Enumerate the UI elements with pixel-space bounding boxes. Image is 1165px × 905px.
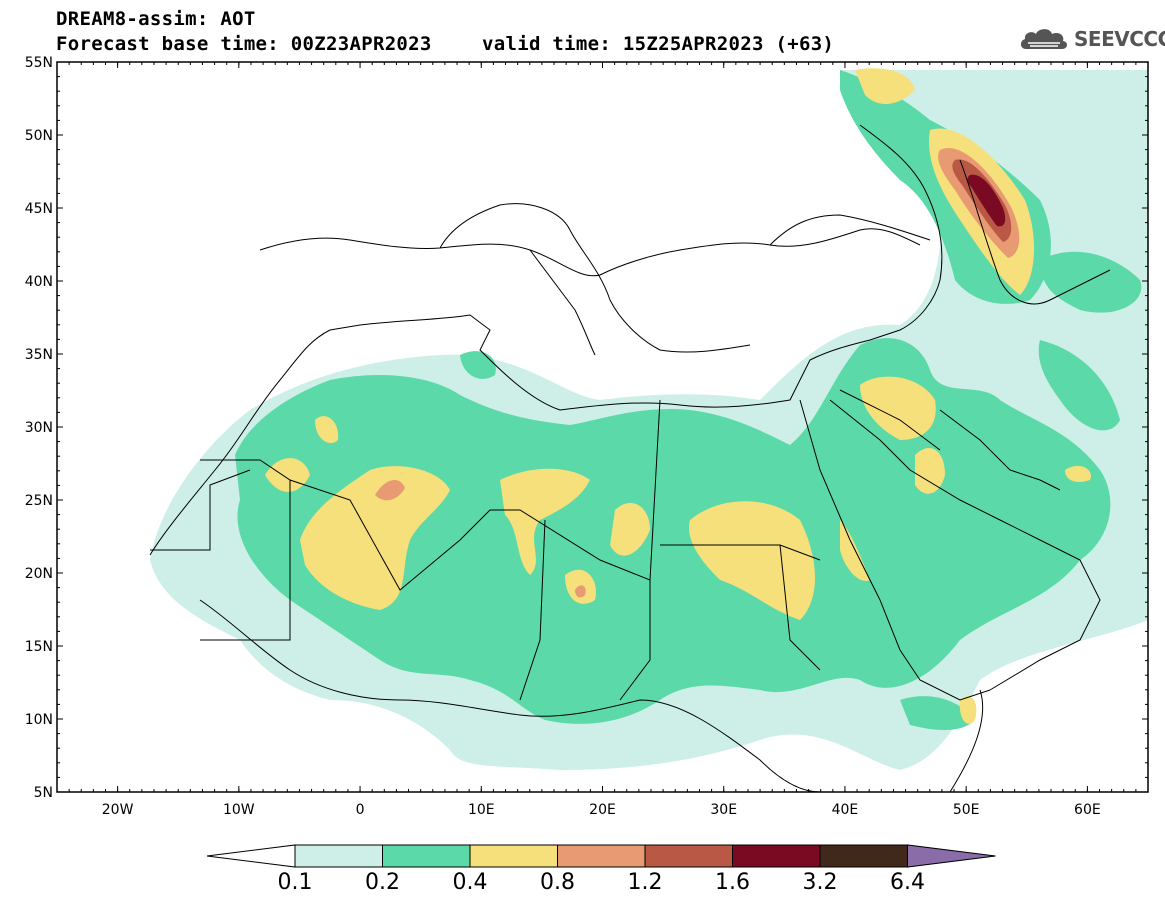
lat-label: 55N [25, 55, 53, 71]
valid-time: valid time: 15Z25APR2023 (+63) [482, 33, 835, 55]
colorbar-label: 3.2 [802, 870, 838, 895]
lat-label: 20N [25, 566, 53, 582]
lon-label: 10W [223, 802, 255, 818]
colorbar-label: 1.6 [715, 870, 750, 895]
lat-label: 30N [25, 420, 53, 436]
lat-label: 50N [25, 128, 53, 144]
lon-label: 40E [832, 802, 859, 818]
forecast-base-time: Forecast base time: 00Z23APR2023 [56, 33, 432, 55]
latitude-labels: 55N 50N 45N 40N 35N 30N 25N 20N 15N 10N 5N [25, 55, 53, 801]
lat-label: 35N [25, 347, 53, 363]
lat-label: 45N [25, 201, 53, 217]
colorbar-label: 0.1 [277, 870, 313, 895]
colorbar-label: 0.8 [540, 870, 575, 895]
logo-text: SEEVCCC [1074, 27, 1165, 51]
lat-label: 25N [25, 493, 53, 509]
colorbar [206, 844, 996, 868]
colorbar-segment [294, 844, 383, 868]
lon-label: 0 [356, 802, 365, 818]
colorbar-left-arrow [206, 844, 296, 868]
cloud-icon [1020, 29, 1068, 49]
colorbar-label: 6.4 [890, 870, 925, 895]
colorbar-label: 0.2 [365, 870, 400, 895]
lat-label: 40N [25, 274, 53, 290]
lon-label: 60E [1074, 802, 1101, 818]
aot-shading [150, 68, 1148, 770]
colorbar-segment [469, 844, 558, 868]
axis-ticks [56, 61, 1149, 793]
lon-label: 20W [102, 802, 134, 818]
colorbar-right-arrow [907, 844, 996, 868]
chart-title-model: DREAM8-assim: AOT [56, 8, 256, 30]
colorbar-segment [557, 844, 646, 868]
lon-label: 20E [589, 802, 616, 818]
colorbar-segment [819, 844, 908, 868]
lat-label: 10N [25, 712, 53, 728]
seevccc-logo: SEEVCCC [1018, 25, 1165, 53]
colorbar-segment [382, 844, 471, 868]
colorbar-segment [732, 844, 821, 868]
lon-label: 50E [953, 802, 980, 818]
colorbar-label: 0.4 [452, 870, 488, 895]
lat-label: 5N [34, 785, 53, 801]
lon-label: 30E [710, 802, 737, 818]
coastlines [149, 124, 1111, 792]
colorbar-segment [644, 844, 733, 868]
longitude-labels: 20W 10W 0 10E 20E 30E 40E 50E 60E [102, 802, 1101, 818]
lon-label: 10E [468, 802, 495, 818]
lat-label: 15N [25, 639, 53, 655]
colorbar-label: 1.2 [627, 870, 663, 895]
